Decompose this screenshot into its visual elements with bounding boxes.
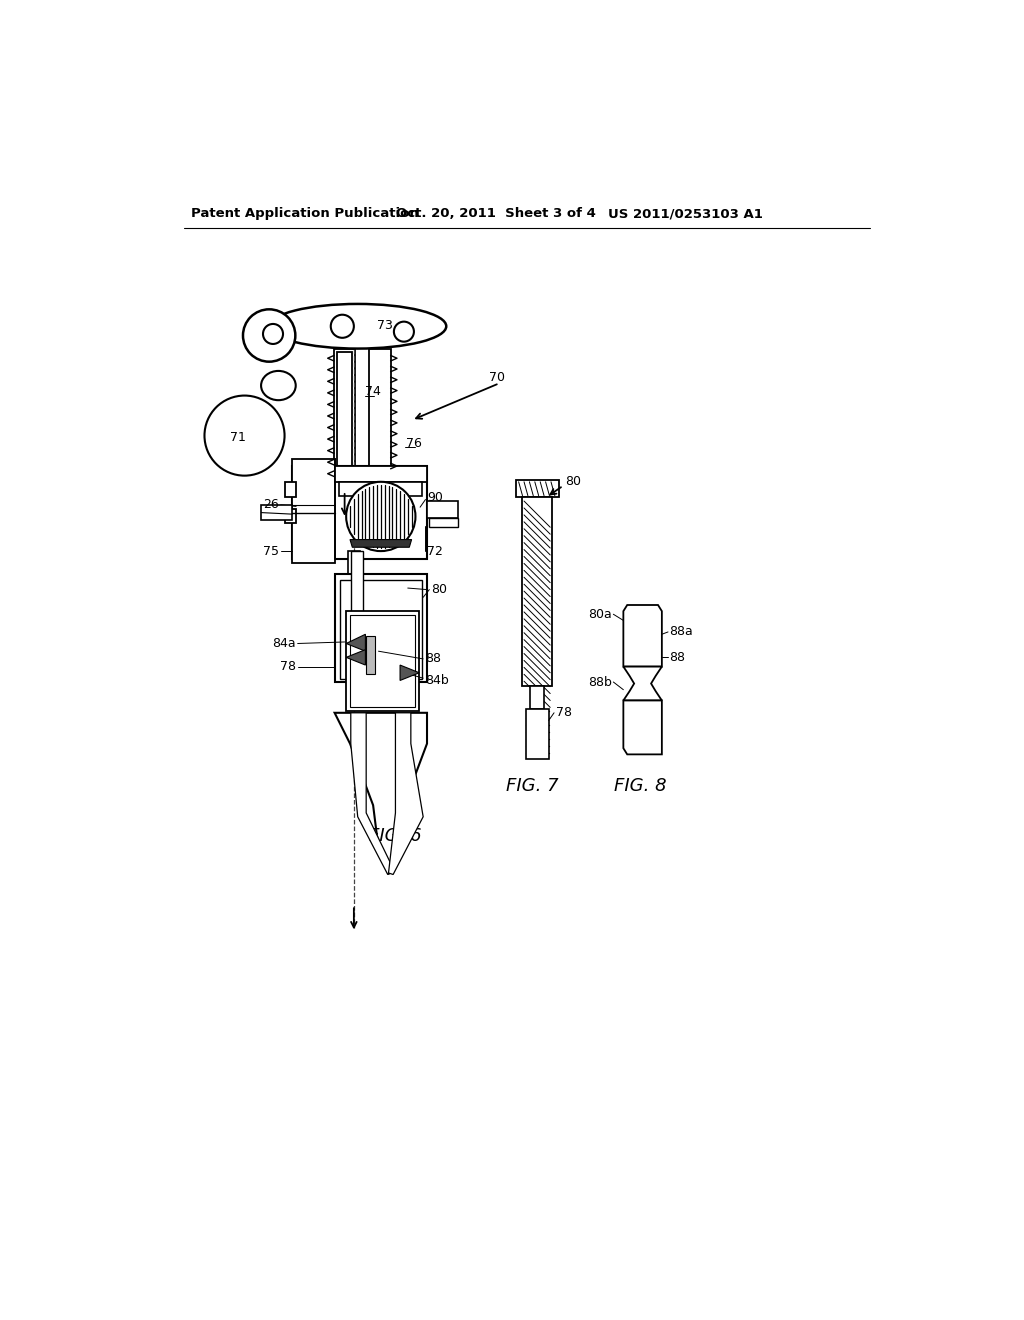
Text: 84b: 84b bbox=[425, 675, 449, 686]
Bar bbox=[337, 352, 352, 479]
Polygon shape bbox=[335, 713, 427, 875]
Polygon shape bbox=[346, 649, 366, 665]
Text: 72: 72 bbox=[427, 545, 443, 557]
Text: FIG. 8: FIG. 8 bbox=[614, 777, 667, 795]
Bar bbox=[525, 709, 549, 759]
Bar bbox=[339, 482, 422, 496]
Bar bbox=[285, 482, 296, 498]
Bar bbox=[515, 480, 559, 498]
Bar bbox=[346, 611, 419, 711]
Bar bbox=[285, 508, 296, 523]
Text: FIG. 6: FIG. 6 bbox=[370, 828, 422, 845]
Bar bbox=[367, 636, 376, 675]
Bar bbox=[522, 498, 552, 686]
Ellipse shape bbox=[269, 304, 446, 348]
Text: 71: 71 bbox=[230, 432, 247, 445]
Bar bbox=[427, 502, 458, 517]
Text: 82: 82 bbox=[401, 779, 418, 792]
Text: Oct. 20, 2011  Sheet 3 of 4: Oct. 20, 2011 Sheet 3 of 4 bbox=[396, 207, 596, 220]
Polygon shape bbox=[346, 635, 366, 651]
Bar bbox=[335, 466, 427, 482]
Polygon shape bbox=[624, 701, 662, 755]
Text: 80: 80 bbox=[431, 583, 446, 597]
Ellipse shape bbox=[346, 482, 416, 552]
Ellipse shape bbox=[243, 309, 295, 362]
Text: 73: 73 bbox=[377, 319, 393, 333]
Polygon shape bbox=[351, 713, 392, 875]
Bar bbox=[530, 686, 544, 709]
Text: US 2011/0253103 A1: US 2011/0253103 A1 bbox=[608, 207, 763, 220]
Text: 88: 88 bbox=[425, 652, 440, 665]
Polygon shape bbox=[400, 665, 419, 681]
Text: 76: 76 bbox=[407, 437, 422, 450]
Bar bbox=[350, 615, 416, 708]
Text: 78: 78 bbox=[556, 706, 571, 719]
Polygon shape bbox=[388, 713, 423, 875]
Text: 78: 78 bbox=[281, 660, 296, 673]
Bar bbox=[292, 466, 427, 558]
Bar bbox=[340, 581, 422, 678]
Text: 75: 75 bbox=[263, 545, 280, 557]
Text: 80a: 80a bbox=[588, 607, 611, 620]
Bar bbox=[335, 574, 427, 682]
Text: FIG. 7: FIG. 7 bbox=[506, 777, 559, 795]
Text: 88b: 88b bbox=[588, 676, 611, 689]
Ellipse shape bbox=[261, 371, 296, 400]
Text: 88a: 88a bbox=[670, 626, 693, 639]
Text: 84a: 84a bbox=[272, 638, 296, 649]
Text: 70: 70 bbox=[488, 371, 505, 384]
Polygon shape bbox=[624, 605, 662, 667]
Circle shape bbox=[205, 396, 285, 475]
Bar bbox=[261, 506, 292, 520]
Text: 88: 88 bbox=[670, 651, 685, 664]
Bar bbox=[429, 517, 458, 527]
Bar bbox=[348, 552, 360, 574]
Bar bbox=[334, 350, 355, 484]
Text: Patent Application Publication: Patent Application Publication bbox=[190, 207, 419, 220]
Text: 80: 80 bbox=[565, 475, 582, 488]
Text: 90: 90 bbox=[427, 491, 443, 504]
Polygon shape bbox=[350, 540, 412, 548]
Bar bbox=[351, 552, 364, 689]
Text: 26: 26 bbox=[263, 499, 280, 511]
Text: 74: 74 bbox=[366, 385, 381, 399]
Circle shape bbox=[331, 314, 354, 338]
Circle shape bbox=[263, 323, 283, 345]
Bar bbox=[370, 350, 391, 473]
Circle shape bbox=[394, 322, 414, 342]
Polygon shape bbox=[624, 667, 662, 701]
Bar bbox=[292, 459, 335, 562]
